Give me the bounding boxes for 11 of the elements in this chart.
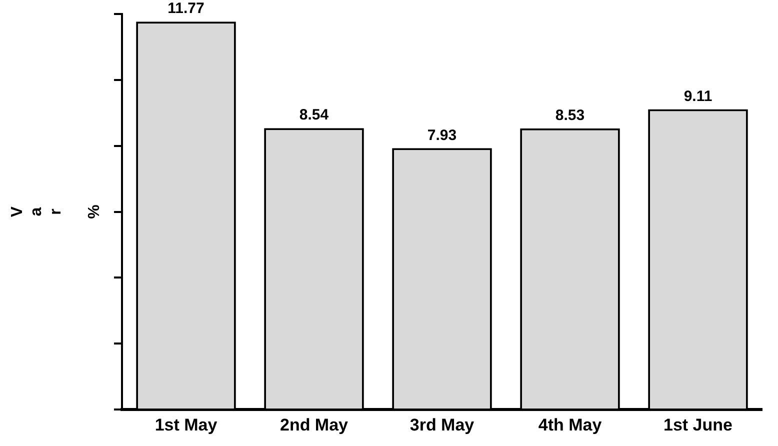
- x-tick-label: 3rd May: [410, 415, 475, 434]
- text: Var %: [9, 204, 103, 219]
- x-tick-label: 2nd May: [280, 415, 349, 434]
- x-tick-label: 1st June: [664, 415, 732, 434]
- data-label: 9.11: [684, 88, 712, 105]
- data-label: 8.54: [299, 106, 330, 124]
- data-label: 8.53: [555, 107, 585, 124]
- data-label: 7.93: [427, 126, 457, 144]
- x-tick-label: 4th May: [538, 415, 602, 434]
- data-label: 11.77: [168, 0, 204, 18]
- x-tick-label: 1st May: [154, 415, 218, 434]
